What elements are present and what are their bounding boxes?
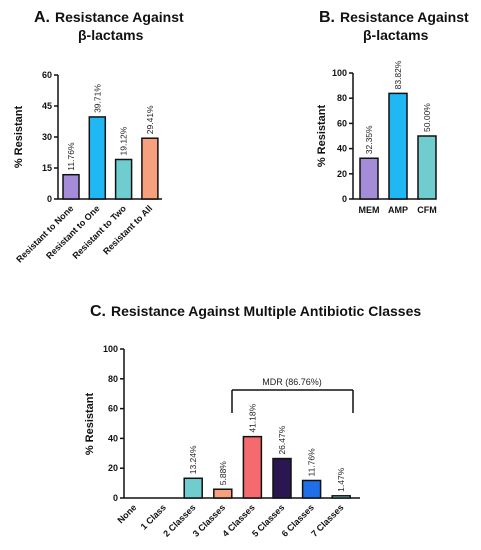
panel-b-title-line2: β-lactams [363,27,429,43]
panel-a-data-label: 11.76% [66,142,76,171]
panel-a-y-tick-label: 60 [42,70,52,80]
panel-b-data-label: 83.82% [393,60,403,89]
panel-c-x-tick-label: 7 Classes [309,502,345,538]
panel-c-y-tick-label: 40 [108,433,118,443]
panel-c-bar [331,495,351,499]
panel-c-y-tick-label: 80 [108,374,118,384]
panel-b-letter: B. [319,9,335,26]
panel-c-bar [242,435,263,499]
panel-a-title-line2: β-lactams [78,27,144,43]
panel-b-y-tick-label: 0 [342,194,347,204]
panel-c-y-axis-label: % Resistant [84,392,96,455]
panel-a-y-tick-label: 30 [42,132,52,142]
panel-a-bar [62,173,80,200]
panel-a-data-label: 29.41% [145,105,155,134]
panel-c-x-tick-label: None [115,502,138,525]
panel-b-bar [388,92,408,200]
panel-c-data-label: 41.18% [247,403,257,432]
panel-b-chart: B. Resistance Against β-lactams % Resist… [316,9,469,215]
panel-c-data-label: 1.47% [336,467,346,492]
panel-a-bar [114,158,133,200]
panel-a-letter: A. [34,9,50,26]
panel-a-title-line1: Resistance Against [55,9,184,25]
panel-a-y-tick-label: 15 [42,163,52,173]
panel-b-bar [359,157,379,200]
panel-c-data-label: 11.76% [307,448,317,477]
panel-b-y-tick-label: 60 [337,118,347,128]
panel-c-bar [301,479,322,499]
panel-b-y-tick-label: 40 [337,144,347,154]
panel-b-y-tick-label: 80 [337,93,347,103]
panel-b-x-tick-label: MEM [359,205,380,215]
panel-a-data-label: 19.12% [119,126,129,155]
panel-b-x-tick-label: AMP [388,205,408,215]
mdr-annotation: MDR (86.76%) [262,377,322,387]
panel-c-data-label: 5.88% [218,461,228,486]
panel-a-y-axis-label: % Resistant [13,105,25,168]
panel-c-data-label: 13.24% [188,445,198,474]
panel-b-y-tick-label: 100 [332,68,347,78]
panel-b-bar [417,135,437,200]
panel-a-y-tick-label: 0 [47,194,52,204]
panel-c-y-tick-label: 20 [108,463,118,473]
panel-c-data-label: 26.47% [277,425,287,454]
panel-c-title: Resistance Against Multiple Antibiotic C… [111,303,421,319]
panel-c-bar [272,457,292,499]
panel-a-y-tick-label: 45 [42,101,52,111]
panel-c-y-tick-label: 100 [103,344,118,354]
panel-c-chart: C. Resistance Against Multiple Antibioti… [84,303,421,539]
mdr-bracket [231,389,354,413]
panel-b-x-tick-label: CFM [417,205,437,215]
panel-a-chart: A. Resistance Against β-lactams % Resist… [13,9,184,265]
panel-b-data-label: 50.00% [422,103,432,132]
panel-b-y-tick-label: 20 [337,169,347,179]
panel-c-bar [183,477,203,499]
panel-b-data-label: 32.35% [364,125,374,154]
panel-c-x-tick-label: 1 Class [139,502,168,531]
panel-c-y-tick-label: 0 [113,493,118,503]
panel-c-y-tick-label: 60 [108,404,118,414]
panel-c-letter: C. [90,303,106,320]
panel-a-data-label: 39.71% [92,84,102,113]
panel-c-bar [213,488,233,499]
panel-a-bar [141,137,159,200]
panel-a-bar [88,116,107,200]
panel-b-title-line1: Resistance Against [340,9,469,25]
panel-b-y-axis-label: % Resistant [316,104,328,167]
panel-a-x-tick-label: Resistant to All [101,203,154,256]
